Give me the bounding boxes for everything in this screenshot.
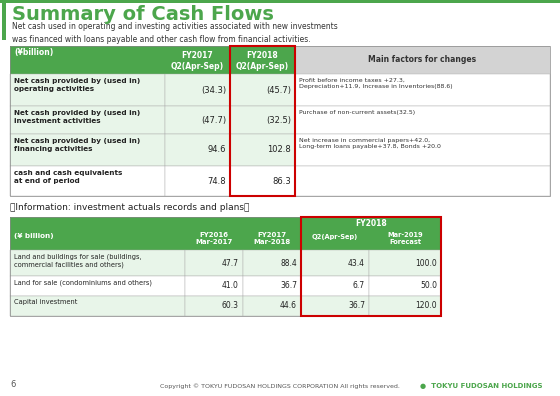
Bar [10,230,185,250]
Text: 6.7: 6.7 [353,282,365,291]
Bar [10,296,185,316]
Text: (32.5): (32.5) [266,116,291,124]
Bar [230,74,295,106]
Text: 86.3: 86.3 [272,177,291,185]
Bar [243,296,301,316]
Bar [165,106,230,134]
Text: 88.4: 88.4 [280,259,297,268]
Bar [369,230,441,250]
Text: 100.0: 100.0 [416,259,437,268]
Bar [2,3,6,40]
Text: FY2017
Mar-2018: FY2017 Mar-2018 [253,232,291,246]
Text: 41.0: 41.0 [222,282,239,291]
Bar [185,230,243,250]
Bar [230,46,295,196]
Bar [243,230,301,250]
Bar [230,166,295,196]
Bar [301,230,369,250]
Text: Net cash provided by (used in)
financing activities: Net cash provided by (used in) financing… [14,138,140,152]
Text: 102.8: 102.8 [267,145,291,154]
Text: Summary of Cash Flows: Summary of Cash Flows [12,5,274,24]
Bar [10,250,185,276]
Text: ●  TOKYU FUDOSAN HOLDINGS: ● TOKYU FUDOSAN HOLDINGS [421,383,543,389]
Text: 44.6: 44.6 [280,301,297,310]
Text: 43.4: 43.4 [348,259,365,268]
Bar [165,134,230,166]
Text: (34.3): (34.3) [201,86,226,95]
Bar [230,46,295,74]
Bar [10,217,185,230]
Bar [185,276,243,296]
Bar [243,250,301,276]
Text: 47.7: 47.7 [222,259,239,268]
Bar [301,250,369,276]
Bar [10,166,165,196]
Text: Q2(Apr-Sep): Q2(Apr-Sep) [312,234,358,240]
Text: 60.3: 60.3 [222,301,239,310]
Bar [185,217,243,230]
Text: Capital investment: Capital investment [14,299,77,305]
Bar [10,46,550,196]
Text: Land and buildings for sale (buildings,
commercial facilities and others): Land and buildings for sale (buildings, … [14,253,142,268]
Bar [10,74,165,106]
Text: Net cash provided by (used in)
investment activities: Net cash provided by (used in) investmen… [14,110,140,124]
Text: （Information: investment actuals records and plans）: （Information: investment actuals records… [10,203,249,212]
Text: FY2018
Q2(Apr-Sep): FY2018 Q2(Apr-Sep) [236,51,289,71]
Bar [295,106,550,134]
Bar [369,296,441,316]
Bar [230,106,295,134]
Bar [10,217,441,316]
Bar [10,134,165,166]
Bar [369,250,441,276]
Bar [185,296,243,316]
Text: 120.0: 120.0 [416,301,437,310]
Text: 74.8: 74.8 [207,177,226,185]
Bar [165,166,230,196]
Text: (45.7): (45.7) [266,86,291,95]
Bar [369,276,441,296]
Bar [10,46,165,74]
Bar [165,46,230,74]
Text: Main factors for changes: Main factors for changes [368,55,477,65]
Text: 50.0: 50.0 [420,282,437,291]
Bar [301,217,441,230]
Bar [295,166,550,196]
Text: FY2017
Q2(Apr-Sep): FY2017 Q2(Apr-Sep) [171,51,224,71]
Bar [301,276,369,296]
Bar [185,250,243,276]
Text: Profit before income taxes +27.3,
Depreciation+11.9, Increase in Inventories(88.: Profit before income taxes +27.3, Deprec… [299,78,452,89]
Text: Purchase of non-current assets(32.5): Purchase of non-current assets(32.5) [299,110,415,115]
Text: Land for sale (condominiums and others): Land for sale (condominiums and others) [14,279,152,286]
Text: Net increase in commercial papers+42.0,
Long-term loans payable+37.8, Bonds +20.: Net increase in commercial papers+42.0, … [299,138,441,149]
Bar [0,0,560,3]
Text: cash and cash equivalents
at end of period: cash and cash equivalents at end of peri… [14,170,123,184]
Text: FY2018: FY2018 [355,219,387,228]
Bar [243,217,301,230]
Text: Net cash provided by (used in)
operating activities: Net cash provided by (used in) operating… [14,78,140,92]
Text: Mar-2019
Forecast: Mar-2019 Forecast [387,232,423,246]
Bar [10,106,165,134]
Text: Copyright © TOKYU FUDOSAN HOLDINGS CORPORATION All rights reserved.: Copyright © TOKYU FUDOSAN HOLDINGS CORPO… [160,383,400,389]
Text: 36.7: 36.7 [348,301,365,310]
Text: (¥ billion): (¥ billion) [14,233,54,239]
Text: 6: 6 [10,380,15,389]
Text: (¥billion): (¥billion) [14,48,53,57]
Bar [295,74,550,106]
Text: FY2016
Mar-2017: FY2016 Mar-2017 [195,232,232,246]
Bar [295,134,550,166]
Text: 94.6: 94.6 [208,145,226,154]
Bar [295,46,550,74]
Bar [301,296,369,316]
Text: 36.7: 36.7 [280,282,297,291]
Bar [230,134,295,166]
Bar [165,74,230,106]
Bar [301,217,441,316]
Bar [243,276,301,296]
Bar [10,276,185,296]
Text: Net cash used in operating and investing activities associated with new investme: Net cash used in operating and investing… [12,22,338,44]
Text: (47.7): (47.7) [201,116,226,124]
